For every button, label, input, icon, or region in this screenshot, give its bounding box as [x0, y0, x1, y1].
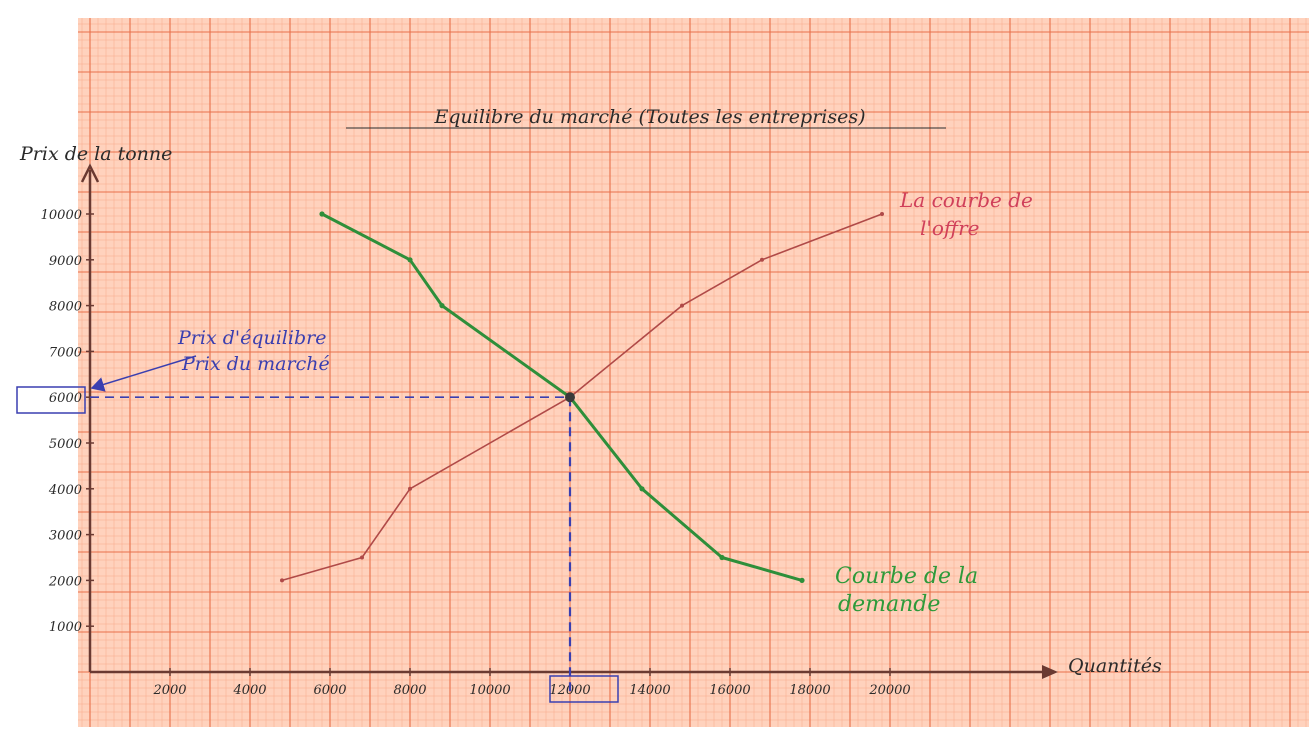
x-tick-label: 14000: [629, 683, 670, 698]
y-axis-arrow: [80, 163, 100, 183]
y-axis-label: Prix de la tonne: [19, 143, 172, 165]
demand-point: [639, 486, 645, 492]
supply-point: [408, 486, 412, 491]
supply-point: [680, 303, 684, 308]
y-tick-labels: 1000 2000 3000 4000 5000 6000 7000 8000 9000 1000…: [41, 208, 94, 635]
x-tick-label: 6000: [313, 683, 346, 698]
demand-annotation-line1: Courbe de la: [835, 564, 978, 589]
y-tick-label: 9000: [49, 254, 82, 269]
y-tick-label: 2000: [48, 574, 82, 589]
y-tick-label: 7000: [49, 345, 82, 360]
series-layer: [280, 211, 884, 584]
y-tick-label: 1000: [49, 620, 82, 635]
y-tick-label: 10000: [41, 208, 82, 223]
supply-point: [760, 257, 764, 262]
demand-annotation-line2: demande: [838, 592, 940, 617]
demand-point: [319, 211, 325, 217]
x-tick-label: 8000: [393, 683, 426, 698]
demand-point: [719, 554, 725, 561]
supply-annotation-line1: La courbe de: [899, 188, 1033, 212]
supply-point: [360, 555, 364, 560]
supply-point: [880, 212, 884, 216]
supply-point: [280, 578, 284, 583]
x-axis-arrow: [1042, 665, 1058, 679]
x-tick-label: 16000: [709, 683, 750, 698]
chart-title: Equilibre du marché (Toutes les entrepri…: [433, 106, 865, 128]
supply-annotation-line2: l'offre: [920, 216, 980, 240]
equilibrium-quantity-box: [549, 675, 619, 703]
y-tick-label: 6000: [49, 391, 82, 406]
demand-point: [439, 303, 445, 309]
demand-point: [407, 257, 413, 263]
equilibrium-guides: [90, 396, 572, 694]
x-axis-label: Quantités: [1068, 655, 1162, 677]
grid-minor: [78, 18, 1309, 727]
equilibrium-point: [565, 392, 575, 403]
equilibrium-price-box: [16, 386, 86, 414]
equilibrium-annotation-line1: Prix d'équilibre: [177, 327, 326, 349]
x-tick-label: 2000: [152, 683, 186, 698]
y-tick-label: 3000: [49, 529, 82, 544]
equilibrium-annotation-line2: Prix du marché: [181, 353, 330, 375]
y-tick-label: 8000: [49, 300, 82, 315]
x-tick-label: 10000: [469, 683, 510, 698]
y-tick-label: 5000: [49, 437, 82, 452]
y-tick-label: 4000: [48, 483, 82, 498]
x-tick-label: 20000: [868, 683, 910, 698]
demand-point: [799, 577, 805, 584]
x-tick-label: 4000: [232, 683, 266, 698]
equilibrium-annotation-arrow: [90, 355, 197, 392]
x-tick-label: 18000: [789, 683, 830, 698]
